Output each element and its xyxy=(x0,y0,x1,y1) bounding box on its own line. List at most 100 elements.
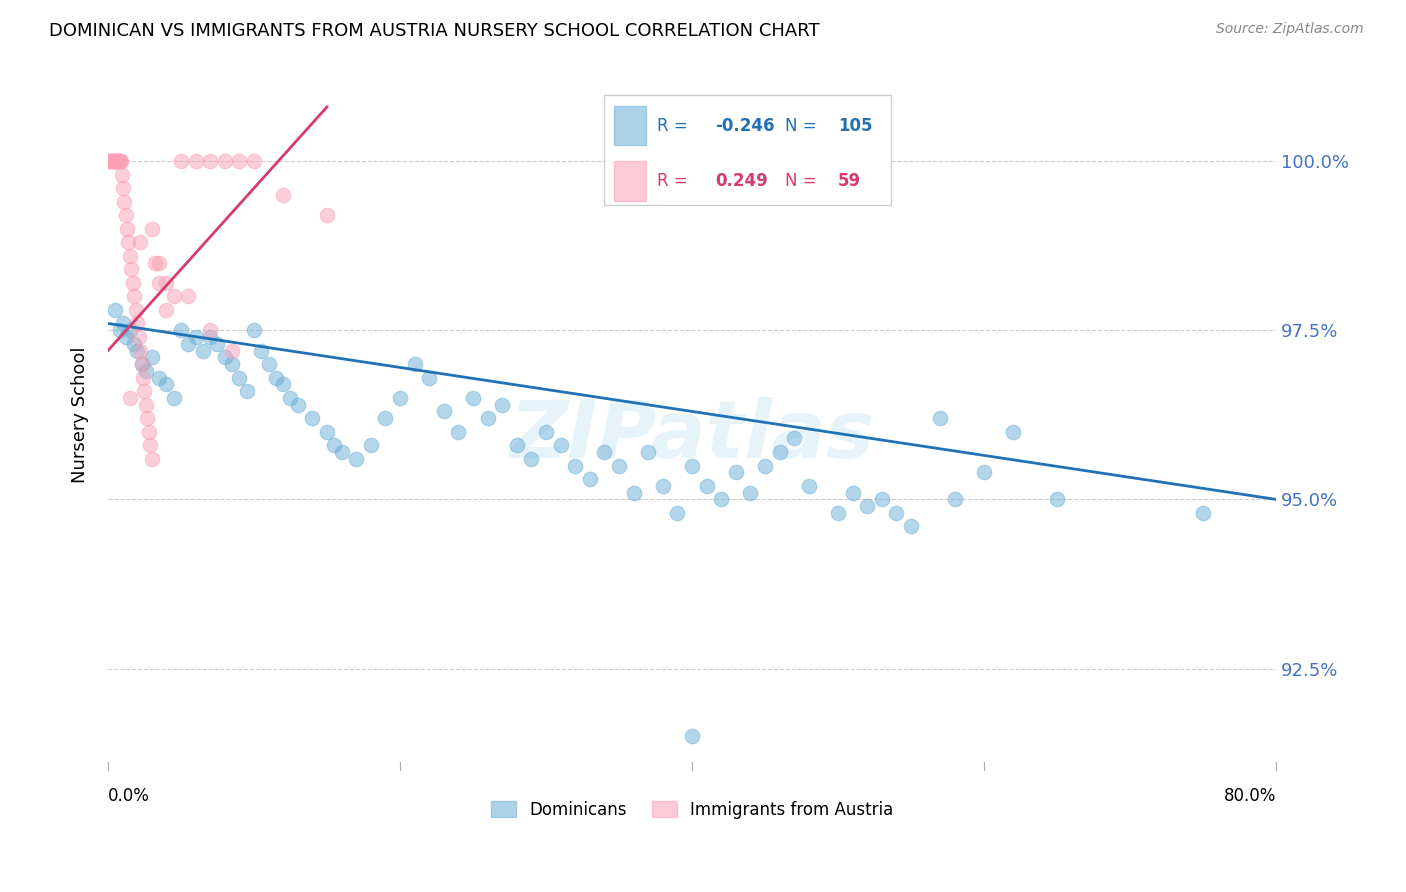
Point xyxy=(104,154,127,169)
Point xyxy=(141,221,163,235)
Point xyxy=(271,377,294,392)
Point xyxy=(121,276,143,290)
Point xyxy=(433,404,456,418)
Point xyxy=(461,391,484,405)
Point xyxy=(125,302,148,317)
Point xyxy=(681,458,703,473)
Point xyxy=(163,391,186,405)
Text: DOMINICAN VS IMMIGRANTS FROM AUSTRIA NURSERY SCHOOL CORRELATION CHART: DOMINICAN VS IMMIGRANTS FROM AUSTRIA NUR… xyxy=(49,22,820,40)
Point xyxy=(797,479,820,493)
Point xyxy=(1046,492,1069,507)
Point xyxy=(101,154,124,169)
Point xyxy=(163,289,186,303)
Point xyxy=(177,336,200,351)
Point xyxy=(198,323,221,337)
Point xyxy=(111,168,134,182)
Point xyxy=(841,485,863,500)
Point xyxy=(198,330,221,344)
Point xyxy=(155,276,177,290)
Y-axis label: Nursery School: Nursery School xyxy=(72,347,89,483)
Point xyxy=(943,492,966,507)
Point xyxy=(973,465,995,479)
Text: R =: R = xyxy=(657,172,699,190)
Point xyxy=(104,302,127,317)
Point xyxy=(132,370,155,384)
Point xyxy=(228,154,250,169)
Point xyxy=(257,357,280,371)
Point xyxy=(107,154,129,169)
Point xyxy=(593,445,616,459)
Point xyxy=(155,377,177,392)
Point xyxy=(374,411,396,425)
Point xyxy=(111,181,134,195)
Point xyxy=(103,154,125,169)
Point xyxy=(243,154,266,169)
Point xyxy=(108,154,131,169)
Point xyxy=(637,445,659,459)
Point xyxy=(103,154,125,169)
Point xyxy=(118,323,141,337)
Point xyxy=(207,336,229,351)
Point xyxy=(128,330,150,344)
Point xyxy=(177,289,200,303)
Point xyxy=(129,343,152,358)
Point xyxy=(607,458,630,473)
Text: N =: N = xyxy=(786,117,823,135)
Point xyxy=(827,506,849,520)
Point xyxy=(360,438,382,452)
Point xyxy=(506,438,529,452)
Point xyxy=(112,194,135,209)
Text: 80.0%: 80.0% xyxy=(1223,787,1277,805)
Point xyxy=(131,357,153,371)
Point xyxy=(323,438,346,452)
Point xyxy=(623,485,645,500)
Point xyxy=(114,330,136,344)
Point xyxy=(287,398,309,412)
Point xyxy=(447,425,470,439)
Text: Source: ZipAtlas.com: Source: ZipAtlas.com xyxy=(1216,22,1364,37)
Point xyxy=(344,451,367,466)
Point xyxy=(214,351,236,365)
Point xyxy=(122,336,145,351)
Point xyxy=(1192,506,1215,520)
Point xyxy=(139,438,162,452)
Point xyxy=(681,729,703,743)
Point xyxy=(111,317,134,331)
Point xyxy=(280,391,302,405)
Point xyxy=(148,255,170,269)
Point xyxy=(122,289,145,303)
Point xyxy=(155,302,177,317)
Point xyxy=(316,425,339,439)
Point xyxy=(135,398,157,412)
Point xyxy=(105,154,128,169)
Text: ZIPatlas: ZIPatlas xyxy=(509,397,875,475)
Point xyxy=(115,221,138,235)
Point xyxy=(214,154,236,169)
Point xyxy=(141,351,163,365)
Point xyxy=(740,485,762,500)
Point xyxy=(666,506,689,520)
Point xyxy=(98,154,121,169)
Point xyxy=(578,472,600,486)
Point xyxy=(100,154,122,169)
Point xyxy=(564,458,586,473)
Point xyxy=(724,465,747,479)
Point xyxy=(105,154,128,169)
Point xyxy=(710,492,733,507)
Point xyxy=(228,370,250,384)
Point xyxy=(870,492,893,507)
Point xyxy=(135,364,157,378)
Point xyxy=(271,188,294,202)
Point xyxy=(107,154,129,169)
Point xyxy=(550,438,572,452)
Point xyxy=(783,432,806,446)
Point xyxy=(110,154,132,169)
Point xyxy=(127,343,149,358)
Point xyxy=(477,411,499,425)
Bar xyxy=(614,106,647,145)
Point xyxy=(198,154,221,169)
Point xyxy=(117,235,139,250)
Point xyxy=(184,330,207,344)
Point xyxy=(129,235,152,250)
Point xyxy=(148,276,170,290)
